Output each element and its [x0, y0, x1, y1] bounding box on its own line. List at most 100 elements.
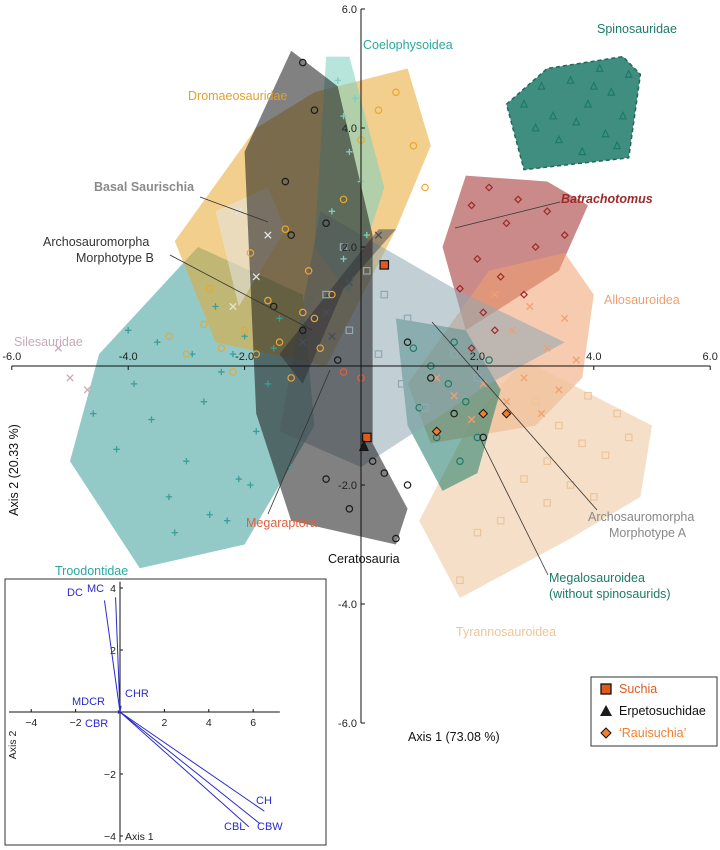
legend-marker-suchia — [600, 683, 612, 695]
point-allosauroidea — [467, 415, 476, 424]
point-megalosauroidea-without-spinosaurids — [409, 344, 418, 352]
y-axis-title: Axis 2 (20.33 %) — [7, 424, 21, 516]
point-spinosauridae — [589, 81, 598, 90]
point-troodontidae — [241, 333, 248, 340]
data-points — [54, 58, 633, 585]
point-archosauromorpha-morphotype-a — [345, 326, 354, 335]
point-batrachotomus — [473, 254, 482, 263]
point-dromaeosauridae — [165, 332, 173, 341]
vector-label-dc: DC — [67, 587, 83, 599]
point-batrachotomus — [479, 308, 488, 317]
point-megalosauroidea-without-spinosaurids — [485, 356, 493, 364]
point-dromaeosauridae — [182, 350, 191, 358]
point-batrachotomus — [514, 195, 523, 204]
point-coelophysoidea — [351, 95, 359, 102]
point-allosauroidea — [502, 398, 511, 406]
point-archosauromorpha-morphotype-a — [339, 243, 348, 251]
point-troodontidae — [90, 410, 97, 417]
point-dromaeosauridae — [304, 266, 313, 275]
point-dromaeosauridae — [246, 249, 255, 257]
point-dromaeosauridae — [281, 225, 290, 233]
x-tick-label: 4.0 — [586, 351, 601, 363]
point-rauisuchia — [501, 408, 512, 419]
label-leader-lines — [169, 196, 598, 576]
main-axes: -6.0 -4.0 -2.0 2.0 4.0 6.0 6.0 4.0 2.0 -2.0 -4.0 -6… — [2, 4, 718, 730]
point-tyrannosauroidea — [589, 493, 598, 501]
point-archosauromorpha-morphotype-b — [322, 308, 330, 317]
point-megalosauroidea-without-spinosaurids — [450, 338, 458, 347]
point-archosauromorpha-morphotype-b — [299, 338, 307, 346]
point-batrachotomus — [490, 326, 499, 335]
point-coelophysoidea — [363, 231, 371, 239]
point-allosauroidea — [433, 374, 441, 382]
vector-label-cbr: CBR — [85, 718, 108, 730]
label-spinosauridae: Spinosauridae — [597, 22, 677, 36]
point-ceratosauria — [403, 481, 412, 489]
point-batrachotomus — [496, 272, 505, 281]
point-troodontidae — [253, 428, 260, 435]
point-batrachotomus — [519, 290, 529, 299]
vector-dc — [103, 600, 121, 713]
inset-x-tick-label: 4 — [206, 717, 212, 729]
point-tyrannosauroidea — [613, 409, 621, 418]
vector-cbw — [119, 711, 261, 824]
hull-spinosauridae — [505, 55, 642, 171]
point-ceratosauria — [368, 457, 377, 466]
legend-marker-erpetosuchidae — [600, 705, 612, 716]
point-silesauridae — [54, 344, 63, 352]
point-ceratosauria — [322, 475, 330, 483]
x-tick-label: -4.0 — [119, 351, 138, 363]
point-dromaeosauridae — [287, 374, 295, 382]
point-spinosauridae — [618, 110, 628, 120]
legend-box — [590, 676, 718, 747]
point-ceratosauria — [333, 356, 342, 364]
point-tyrannosauroidea — [543, 499, 552, 507]
point-coelophysoidea — [346, 148, 353, 155]
point-ceratosauria — [287, 231, 295, 239]
point-archosauromorpha-morphotype-a — [421, 403, 429, 412]
label-troodontidae: Troodontidae — [55, 564, 128, 578]
point-tyrannosauroidea — [584, 391, 592, 400]
point-tyrannosauroidea — [566, 481, 575, 489]
inset-x-tick-label: 2 — [161, 717, 167, 729]
point-ceratosauria — [403, 338, 412, 347]
point-dromaeosauridae — [252, 350, 261, 358]
inset-y-tick-label: 2 — [110, 645, 116, 657]
point-spinosauridae — [537, 81, 546, 90]
point-dromaeosauridae — [339, 195, 348, 204]
point-megalosauroidea-without-spinosaurids — [456, 457, 464, 466]
point-dromaeosauridae — [374, 106, 383, 114]
vector-label-chr: CHR — [125, 688, 149, 700]
label-without-spinosaurids: (without spinosaurids) — [549, 587, 671, 601]
point-troodontidae — [125, 327, 132, 334]
legend-label-erpetosuchidae: Erpetosuchidae — [619, 704, 706, 718]
point-batrachotomus — [455, 284, 464, 293]
point-batrachotomus — [484, 183, 494, 192]
point-troodontidae — [223, 517, 231, 524]
x-tick-label: 2.0 — [470, 351, 485, 363]
leader-line — [267, 369, 331, 515]
point-rauisuchia — [478, 408, 489, 419]
inset-axes: −4 −2 2 4 6 4 2 −2 −4 — [9, 581, 280, 843]
vector-label-cbl: CBL — [224, 821, 245, 833]
point-tyrannosauroidea — [543, 457, 552, 466]
point-troodontidae — [130, 380, 138, 388]
point-dromaeosauridae — [298, 308, 307, 317]
point-troodontidae — [171, 529, 178, 536]
label-dromaeosauridae: Dromaeosauridae — [188, 89, 287, 103]
x-tick-label: 6.0 — [703, 351, 718, 363]
vector-label-mc: MC — [87, 583, 104, 595]
point-troodontidae — [212, 303, 219, 310]
point-troodontidae — [154, 339, 161, 346]
label-batrachotomus: Batrachotomus — [561, 192, 653, 206]
label-archosauromorpha: Archosauromorpha — [588, 510, 694, 524]
point-troodontidae — [264, 380, 272, 388]
point-ceratosauria — [427, 374, 435, 382]
point-ceratosauria — [298, 326, 307, 335]
label-megaraptora: Megaraptora — [246, 516, 317, 530]
x-tick-label: -6.0 — [2, 351, 21, 363]
point-ceratosauria — [298, 58, 307, 67]
point-archosauromorpha-morphotype-b — [374, 231, 383, 239]
point-dromaeosauridae — [264, 296, 272, 305]
